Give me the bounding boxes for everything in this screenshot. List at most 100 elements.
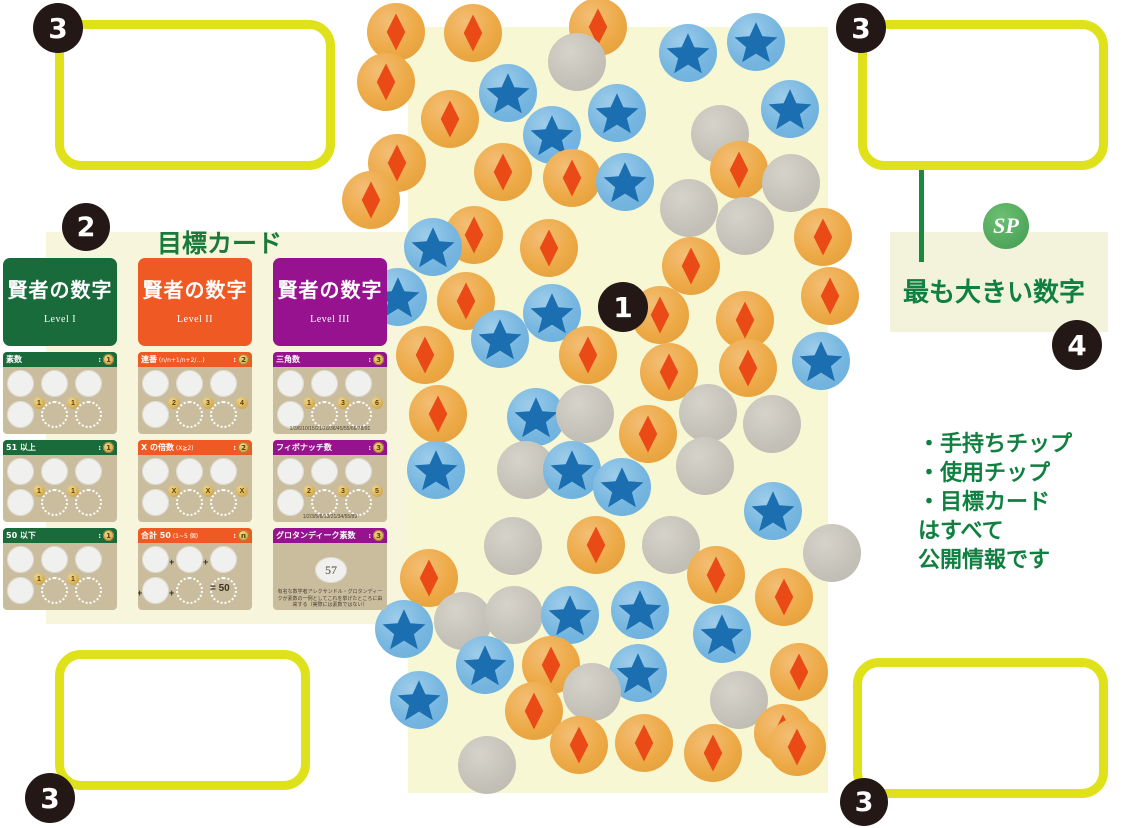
- deck-level-3[interactable]: 賢者の数字 Level III 三角数:3 1 3 6 1/3/6/10/15/21/28/…: [273, 258, 387, 610]
- card-back[interactable]: 賢者の数字 Level III: [273, 258, 387, 346]
- goal-card[interactable]: 素数:1 1 1: [3, 352, 117, 434]
- player-c-panel[interactable]: [853, 658, 1108, 798]
- cost-coin: X: [202, 485, 214, 497]
- goal-card-title: 目標カード: [157, 229, 283, 258]
- board-chip-blue[interactable]: [507, 388, 565, 446]
- board-chip-orange[interactable]: [396, 326, 454, 384]
- deck-level-1[interactable]: 賢者の数字 Level I 素数:1 1 1 51 以上:1 1 1 50 以下:1 1 1: [3, 258, 117, 610]
- star-icon: [523, 284, 581, 342]
- diamond-icon: [801, 267, 859, 325]
- cost-coin: 2: [168, 397, 180, 409]
- board-chip-blue[interactable]: [456, 636, 514, 694]
- board-chip-blue[interactable]: [744, 482, 802, 540]
- board-chip-blue[interactable]: [588, 84, 646, 142]
- diamond-icon: [474, 143, 532, 201]
- number-slot: [142, 577, 169, 604]
- board-chip-orange[interactable]: [710, 141, 768, 199]
- star-icon: [693, 605, 751, 663]
- board-chip-orange[interactable]: [520, 219, 578, 277]
- board-chip-orange[interactable]: [409, 385, 467, 443]
- goal-card[interactable]: 51 以上:1 1 1: [3, 440, 117, 522]
- board-chip-orange[interactable]: [367, 3, 425, 61]
- board-chip-gray[interactable]: [803, 524, 861, 582]
- game-board[interactable]: 1: [342, 0, 861, 794]
- board-chip-blue[interactable]: [404, 218, 462, 276]
- board-chip-blue[interactable]: [693, 605, 751, 663]
- board-chip-orange[interactable]: [400, 549, 458, 607]
- player-b-panel[interactable]: [858, 20, 1108, 170]
- board-chip-gray[interactable]: [716, 197, 774, 255]
- board-chip-orange[interactable]: [567, 516, 625, 574]
- empty-slot: [176, 489, 203, 516]
- board-chip-orange[interactable]: [474, 143, 532, 201]
- board-chip-blue[interactable]: [541, 586, 599, 644]
- board-chip-orange[interactable]: [421, 90, 479, 148]
- card-header: フィボナッチ数:3: [273, 440, 387, 455]
- board-chip-gray[interactable]: [548, 33, 606, 91]
- board-chip-orange[interactable]: [687, 546, 745, 604]
- board-chip-orange[interactable]: [543, 149, 601, 207]
- card-back[interactable]: 賢者の数字 Level I: [3, 258, 117, 346]
- diamond-icon: [437, 272, 495, 330]
- card-back[interactable]: 賢者の数字 Level II: [138, 258, 252, 346]
- board-chip-orange[interactable]: [357, 53, 415, 111]
- board-chip-gray[interactable]: [563, 663, 621, 721]
- diamond-icon: [770, 643, 828, 701]
- cost-coin: X: [236, 485, 248, 497]
- goal-card[interactable]: グロタンディーク素数:3 57 有名な数学者アレクサンドル・グロタンディークが素数の…: [273, 528, 387, 610]
- deck-level-2[interactable]: 賢者の数字 Level II 連番 (n/n+1/n+2/…):2 2 3 4 X の倍数 …: [138, 258, 252, 610]
- goal-card[interactable]: 50 以下:1 1 1: [3, 528, 117, 610]
- player-d-panel[interactable]: [55, 650, 310, 790]
- goal-card[interactable]: X の倍数 (X≧2):2 X X X: [138, 440, 252, 522]
- cost-coin-icon: 3: [373, 530, 384, 541]
- board-chip-blue[interactable]: [543, 441, 601, 499]
- board-chip-orange[interactable]: [619, 405, 677, 463]
- board-chip-orange[interactable]: [719, 339, 777, 397]
- board-chip-gray[interactable]: [484, 517, 542, 575]
- player-a-panel[interactable]: [55, 20, 335, 170]
- card-cost: :1: [98, 354, 114, 365]
- board-chip-orange[interactable]: [342, 171, 400, 229]
- card-level: Level III: [310, 313, 350, 325]
- board-chip-orange[interactable]: [615, 714, 673, 772]
- board-chip-blue[interactable]: [611, 581, 669, 639]
- board-chip-orange[interactable]: [444, 4, 502, 62]
- board-chip-gray[interactable]: [660, 179, 718, 237]
- board-chip-blue[interactable]: [407, 441, 465, 499]
- board-chip-orange[interactable]: [755, 568, 813, 626]
- empty-slot: [41, 489, 68, 516]
- goal-card[interactable]: 連番 (n/n+1/n+2/…):2 2 3 4: [138, 352, 252, 434]
- board-chip-blue[interactable]: [471, 310, 529, 368]
- board-chip-blue[interactable]: [761, 80, 819, 138]
- board-chip-orange[interactable]: [770, 643, 828, 701]
- diamond-icon: [357, 53, 415, 111]
- board-chip-blue[interactable]: [375, 600, 433, 658]
- board-chip-orange[interactable]: [794, 208, 852, 266]
- board-chip-orange[interactable]: [559, 326, 617, 384]
- board-chip-orange[interactable]: [768, 718, 826, 776]
- board-chip-gray[interactable]: [458, 736, 516, 794]
- goal-card[interactable]: フィボナッチ数:3 2 3 5 1/2/3/5/8/13/21/34/55/89: [273, 440, 387, 522]
- board-chip-gray[interactable]: [679, 384, 737, 442]
- board-chip-blue[interactable]: [727, 13, 785, 71]
- board-chip-blue[interactable]: [596, 153, 654, 211]
- board-chip-gray[interactable]: [485, 586, 543, 644]
- diamond-icon: [505, 682, 563, 740]
- goal-card[interactable]: 合計 50 (1~5 個): n = 50 + + + +: [138, 528, 252, 610]
- board-chip-orange[interactable]: [684, 724, 742, 782]
- board-chip-orange[interactable]: [550, 716, 608, 774]
- board-chip-blue[interactable]: [792, 332, 850, 390]
- board-chip-gray[interactable]: [556, 385, 614, 443]
- board-chip-blue[interactable]: [390, 671, 448, 729]
- number-slot: [311, 458, 338, 485]
- board-chip-gray[interactable]: [743, 395, 801, 453]
- board-chip-blue[interactable]: [479, 64, 537, 122]
- board-chip-blue[interactable]: [593, 458, 651, 516]
- board-chip-orange[interactable]: [662, 237, 720, 295]
- goal-card[interactable]: 三角数:3 1 3 6 1/3/6/10/15/21/28/36/45/55/66/78…: [273, 352, 387, 434]
- board-chip-gray[interactable]: [762, 154, 820, 212]
- board-chip-orange[interactable]: [801, 267, 859, 325]
- board-chip-gray[interactable]: [676, 437, 734, 495]
- board-chip-blue[interactable]: [659, 24, 717, 82]
